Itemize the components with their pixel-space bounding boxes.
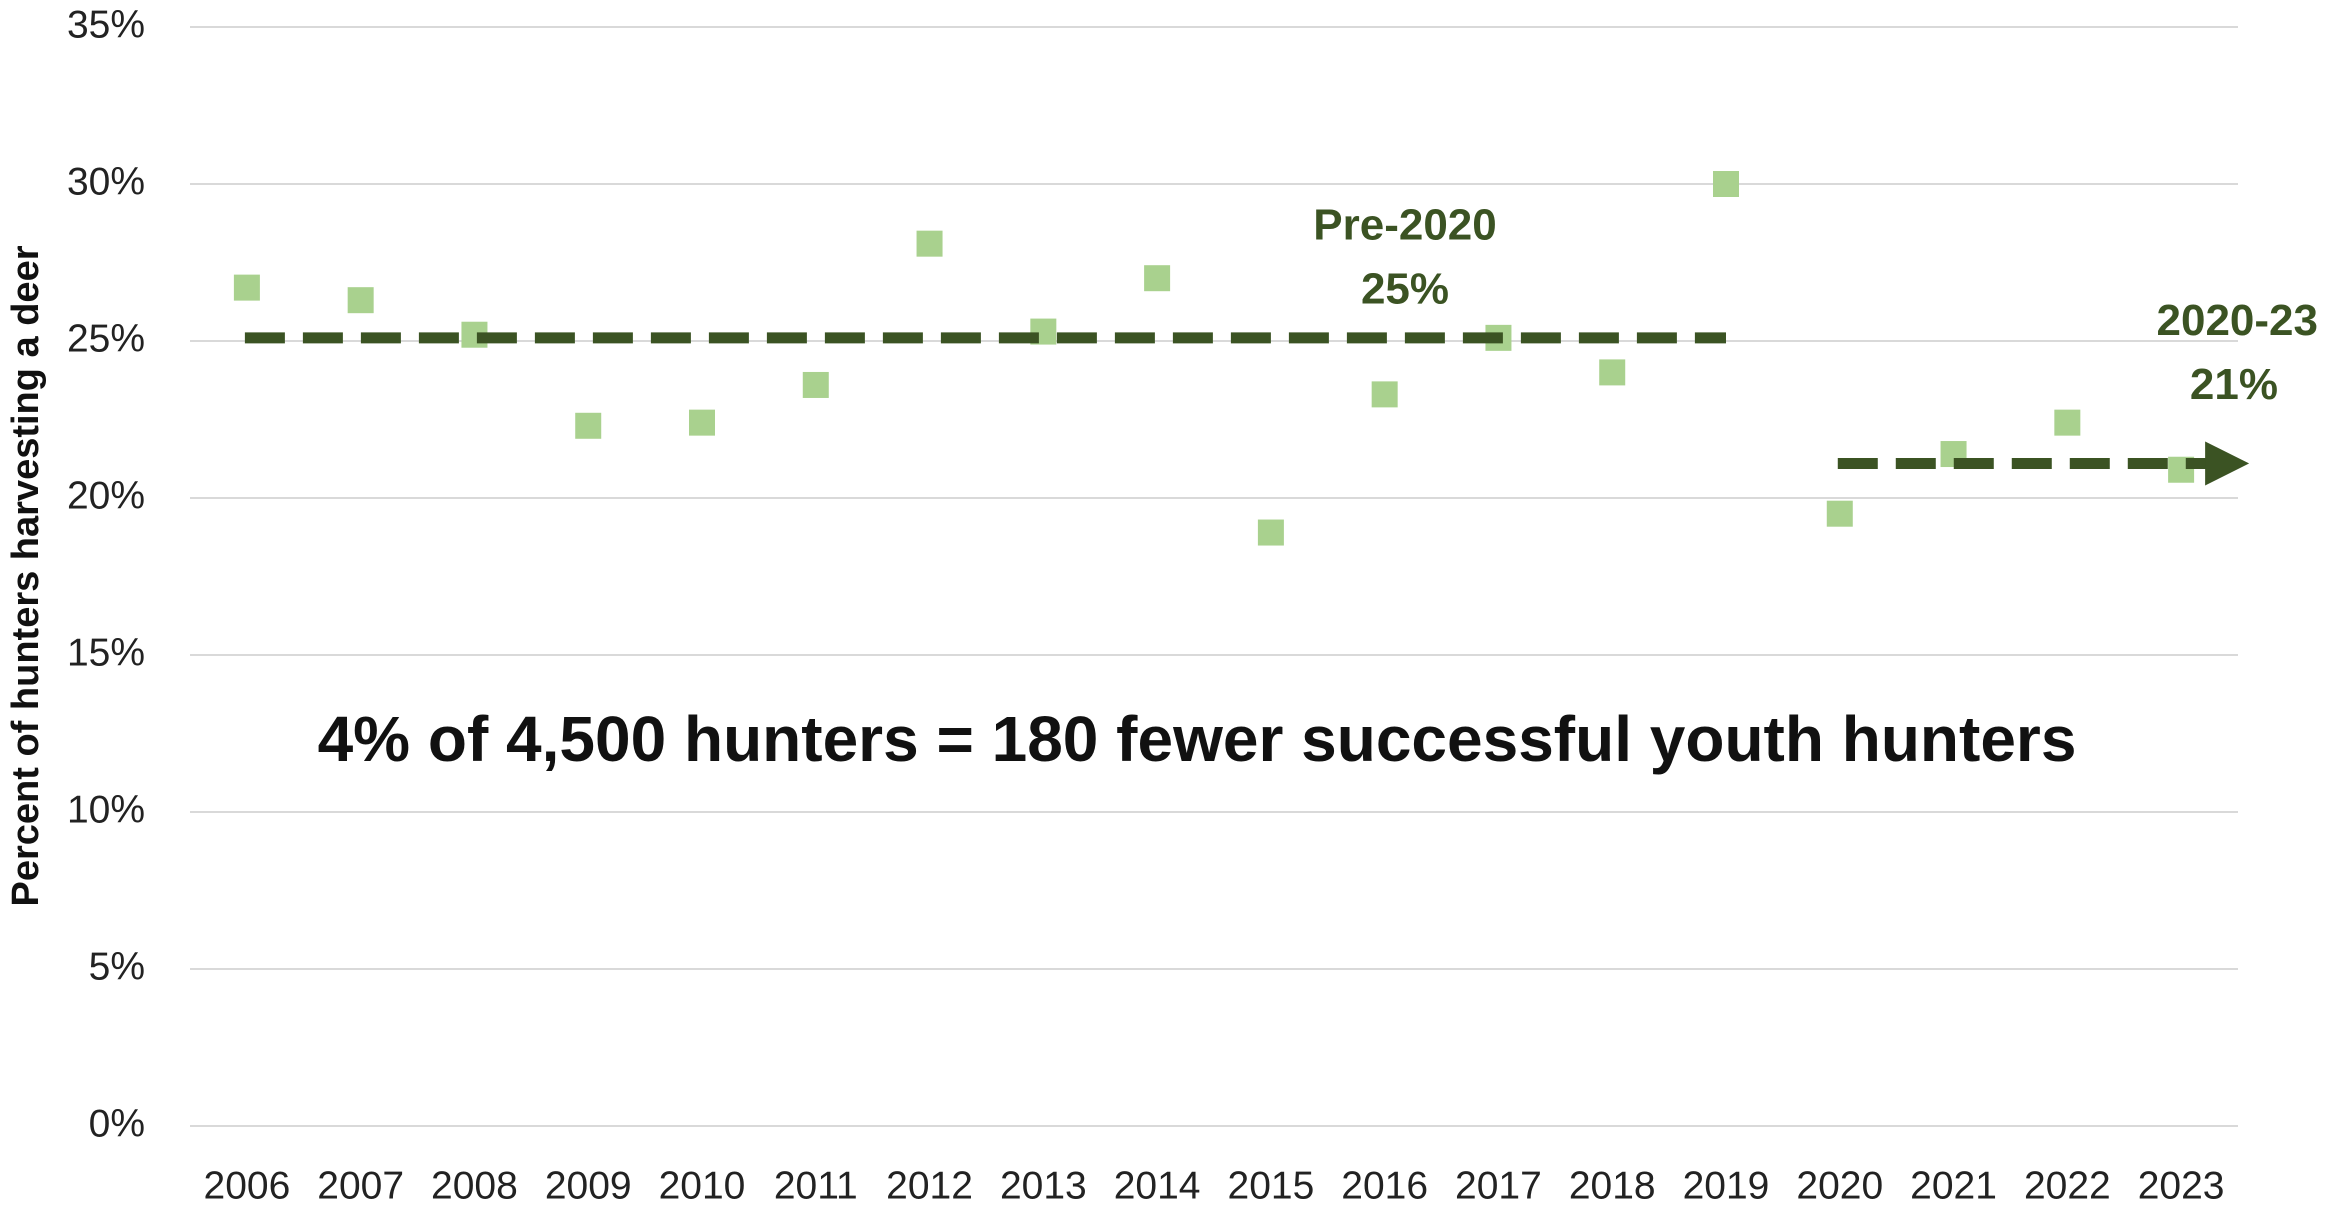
point — [689, 409, 715, 436]
y-tick-label: 25% — [67, 317, 145, 360]
y-tick-label: 10% — [67, 788, 145, 831]
x-tick-label: 2010 — [659, 1164, 746, 1207]
reference-label: Pre-2020 — [1313, 200, 1496, 249]
x-tick-label: 2020 — [1796, 1164, 1883, 1207]
x-tick-label: 2016 — [1341, 1164, 1428, 1207]
y-tick-label: 20% — [67, 474, 145, 517]
y-tick-label: 5% — [89, 945, 145, 988]
x-tick-label: 2013 — [1000, 1164, 1087, 1207]
y-tick-label: 15% — [67, 631, 145, 674]
point — [1599, 359, 1626, 386]
point — [1257, 519, 1284, 546]
y-tick-label: 35% — [67, 3, 145, 46]
x-tick-label: 2019 — [1683, 1164, 1770, 1207]
annotation: 4% of 4,500 hunters = 180 fewer successf… — [318, 703, 2077, 775]
x-tick-label: 2021 — [1910, 1164, 1997, 1207]
y-tick-label: 0% — [89, 1102, 145, 1145]
point — [233, 274, 260, 301]
x-tick-label: 2023 — [2138, 1164, 2225, 1207]
point — [1144, 265, 1171, 292]
point — [1713, 171, 1739, 197]
point — [575, 412, 602, 439]
y-tick-label: 30% — [67, 160, 145, 203]
point — [347, 287, 374, 314]
point — [2054, 409, 2081, 436]
x-tick-label: 2022 — [2024, 1164, 2111, 1207]
point — [1826, 500, 1853, 527]
point — [916, 230, 943, 257]
x-tick-label: 2011 — [774, 1164, 858, 1207]
reference-label: 2020-23 — [2157, 296, 2318, 345]
point — [1371, 381, 1398, 408]
x-tick-label: 2017 — [1455, 1164, 1542, 1207]
x-tick-label: 2007 — [317, 1164, 404, 1207]
x-tick-label: 2009 — [545, 1164, 632, 1207]
x-tick-label: 2015 — [1228, 1164, 1315, 1207]
reference-value-label: 25% — [1361, 264, 1449, 313]
x-tick-label: 2006 — [204, 1164, 291, 1207]
point — [802, 371, 829, 398]
x-tick-label: 2012 — [886, 1164, 973, 1207]
reference-value-label: 21% — [2190, 360, 2278, 409]
y-axis-title: Percent of hunters harvesting a deer — [5, 245, 47, 906]
x-tick-label: 2018 — [1569, 1164, 1656, 1207]
x-tick-label: 2014 — [1114, 1164, 1201, 1207]
x-tick-label: 2008 — [431, 1164, 518, 1207]
